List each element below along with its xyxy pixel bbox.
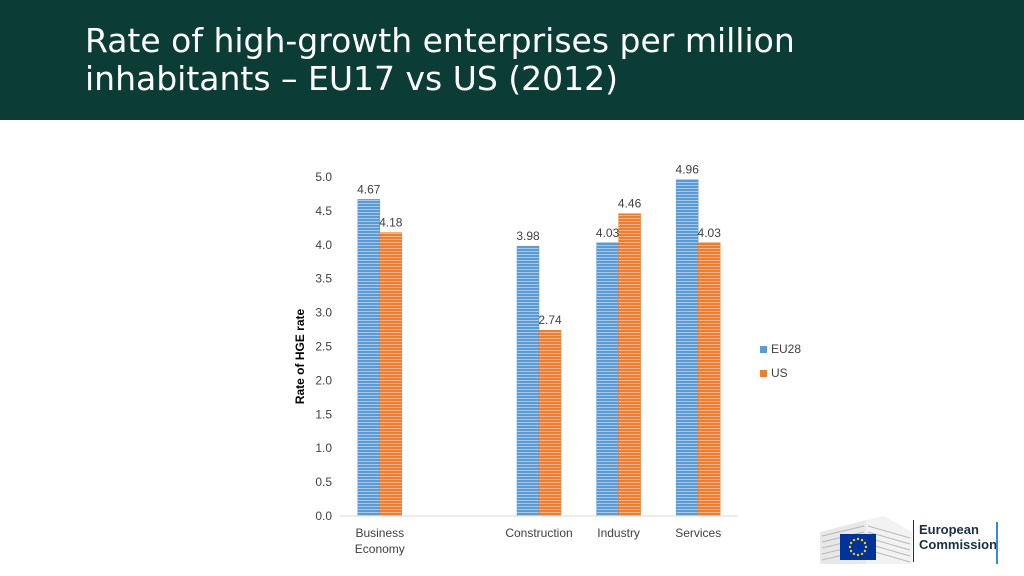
bar-us-3 <box>618 213 641 517</box>
bar-eu28-0 <box>357 199 381 517</box>
bar-eu28-3 <box>596 242 619 517</box>
flag-star <box>856 537 860 541</box>
flag-star <box>848 545 852 549</box>
logo-accent-bar <box>996 522 998 564</box>
y-tick-label: 5.0 <box>315 170 332 184</box>
bar-us-2 <box>538 329 562 517</box>
chart-legend: EU28 US <box>760 342 801 390</box>
x-axis-labels: Business Economy Construction Industry Servi… <box>355 526 721 556</box>
data-label-eu28-0: 4.67 <box>357 182 381 196</box>
y-axis-label: Rate of HGE rate <box>293 308 307 404</box>
european-commission-logo: European Commission <box>818 514 1008 566</box>
flag-star <box>863 541 867 545</box>
header-bar: Rate of high-growth enterprises per mill… <box>0 0 1024 120</box>
data-label-eu28-2: 3.98 <box>516 229 540 243</box>
y-tick-label: 1.0 <box>315 441 332 455</box>
x-tick-label: Services <box>675 526 721 540</box>
bars-group <box>357 179 721 517</box>
bar-eu28-4 <box>675 179 699 517</box>
flag-star <box>849 541 853 545</box>
flag-star <box>856 553 860 557</box>
data-label-us-4: 4.03 <box>698 226 722 240</box>
x-tick-label-line2: Economy <box>355 542 405 556</box>
flag-star <box>849 549 853 553</box>
y-tick-label: 4.5 <box>315 204 332 218</box>
legend-label-us: US <box>771 366 788 380</box>
bar-labels-group: 4.67 4.18 3.98 2.74 4.03 4.46 4.96 4.03 <box>357 163 721 328</box>
logo-divider <box>913 520 914 562</box>
flag-star <box>852 552 856 556</box>
flag-star <box>860 538 864 542</box>
page-title: Rate of high-growth enterprises per mill… <box>85 22 965 98</box>
y-tick-label: 3.5 <box>315 272 332 286</box>
title-line-2: inhabitants – EU17 vs US (2012) <box>85 59 619 98</box>
flag-star <box>860 552 864 556</box>
data-label-eu28-4: 4.96 <box>676 163 700 177</box>
legend-item-us: US <box>760 366 801 380</box>
logo-line-1: European <box>919 522 979 537</box>
y-tick-label: 2.0 <box>315 373 332 387</box>
data-label-us-2: 2.74 <box>538 313 562 327</box>
y-tick-label: 3.0 <box>315 306 332 320</box>
eu-flag-icon <box>840 534 876 560</box>
x-tick-label: Business <box>355 526 404 540</box>
flag-star <box>864 545 868 549</box>
y-tick-label: 2.5 <box>315 340 332 354</box>
legend-item-eu28: EU28 <box>760 342 801 356</box>
bar-chart: 0.00.51.01.52.02.53.03.54.04.55.0 4.674.… <box>293 163 738 556</box>
flag-star <box>852 538 856 542</box>
legend-label-eu28: EU28 <box>771 342 802 356</box>
y-tick-label: 1.5 <box>315 407 332 421</box>
legend-swatch-us <box>760 369 767 377</box>
y-tick-label: 0.5 <box>315 475 332 489</box>
flag-star <box>863 549 867 553</box>
data-label-us-3: 4.46 <box>618 197 642 211</box>
title-line-1: Rate of high-growth enterprises per mill… <box>85 21 795 60</box>
data-label-us-0: 4.18 <box>379 216 403 230</box>
x-tick-label: Industry <box>597 526 640 540</box>
legend-swatch-eu28 <box>760 345 767 353</box>
bar-eu28-2 <box>516 245 540 517</box>
logo-wordmark: European Commission <box>919 522 997 552</box>
data-label-eu28-3: 4.03 <box>596 226 620 240</box>
y-axis-ticks: 0.0 0.5 1.0 1.5 2.0 2.5 3.0 3.5 4.0 4.5 5.0 <box>315 170 332 523</box>
y-tick-label: 4.0 <box>315 238 332 252</box>
bar-us-4 <box>697 242 721 517</box>
bar-us-0 <box>379 232 403 517</box>
logo-line-2: Commission <box>919 537 998 552</box>
y-tick-label: 0.0 <box>315 509 332 523</box>
x-tick-label: Construction <box>505 526 572 540</box>
